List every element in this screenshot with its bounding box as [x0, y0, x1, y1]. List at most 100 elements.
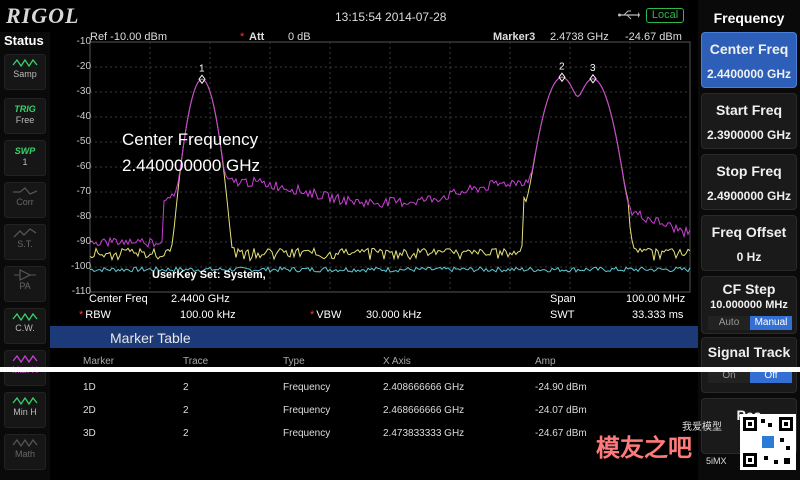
status-swp-button[interactable]: SWP 1 [4, 140, 46, 176]
status-trig-label: Free [15, 115, 35, 125]
toggle-manual[interactable]: Manual [750, 316, 792, 330]
marker-table-columns: Marker Trace Type X Axis Amp [50, 356, 698, 370]
cell-trace: 2 [183, 405, 189, 416]
softkey-label: Signal Track [707, 344, 791, 360]
col-xaxis: X Axis [383, 356, 411, 367]
marker-readout-freq: 2.4738 GHz [550, 31, 609, 43]
cell-xaxis: 2.468666666 GHz [383, 405, 465, 416]
toggle-off[interactable]: Off [750, 369, 792, 383]
scale-label: -90 [76, 236, 91, 247]
status-cw-label: C.W. [15, 323, 35, 333]
scale-label: -40 [76, 111, 91, 122]
status-samp-button[interactable]: Samp [4, 54, 46, 90]
top-bar: RIGOL 13:15:54 2014-07-28 Local [0, 0, 698, 32]
status-samp-label: Samp [13, 69, 37, 79]
col-marker: Marker [83, 356, 115, 367]
marker-table: Marker Table Marker Trace Type X Axis Am… [50, 326, 698, 480]
trace-cyan-line [89, 266, 691, 273]
softkey-label: CF Step [722, 281, 776, 297]
marker-diamond[interactable] [558, 72, 566, 83]
table-row[interactable]: 2D 2 Frequency 2.468666666 GHz -24.07 dB… [50, 405, 698, 423]
softkey-value: 0 Hz [736, 250, 762, 264]
signal-track-softkey[interactable]: Signal Track On Off [701, 337, 797, 393]
softkey-label: Stop Freq [716, 163, 782, 179]
status-pa-button[interactable]: PA [4, 266, 46, 302]
marker-number: 1 [199, 63, 205, 74]
frequency-menu: Frequency Center Freq 2.4400000 GHz Star… [698, 0, 800, 480]
status-panel: Status Samp TRIG Free SWP 1 Corr S.T. PA… [0, 32, 50, 480]
cell-amp: -24.67 dBm [535, 428, 587, 439]
marker-diamond[interactable] [198, 74, 206, 85]
signal-track-toggle[interactable]: On Off [708, 369, 792, 383]
toggle-auto[interactable]: Auto [708, 316, 750, 330]
toggle-on[interactable]: On [708, 369, 750, 383]
scale-label: -80 [76, 211, 91, 222]
status-title: Status [4, 33, 44, 48]
marker-diamond[interactable] [589, 73, 597, 84]
watermark: 模友之吧 我爱模型 5iMX [596, 410, 800, 480]
cf-step-toggle[interactable]: Auto Manual [708, 316, 792, 330]
cell-amp: -24.90 dBm [535, 382, 587, 393]
scale-label: -110 [71, 286, 91, 297]
swt-value: 33.333 ms [632, 309, 684, 321]
scale-label: -10 [76, 36, 91, 47]
status-corr-label: Corr [16, 197, 34, 207]
corr-icon [13, 187, 38, 195]
status-math-button[interactable]: Math [4, 434, 46, 470]
cell-type: Frequency [283, 405, 331, 416]
table-row[interactable]: 3D 2 Frequency 2.473833333 GHz -24.67 dB… [50, 428, 698, 446]
center-freq-value: 2.4400 GHz [171, 293, 230, 305]
scale-label: -100 [70, 261, 91, 272]
scale-label: -60 [76, 161, 91, 172]
marker-readout-label: Marker3 [493, 31, 536, 43]
marker-number: 2 [559, 61, 565, 72]
col-amp: Amp [535, 356, 556, 367]
att-value: 0 dB [288, 31, 311, 43]
white-band [0, 367, 800, 372]
start-freq-softkey[interactable]: Start Freq 2.3900000 GHz [701, 93, 797, 149]
center-freq-softkey[interactable]: Center Freq 2.4400000 GHz [701, 32, 797, 88]
cell-marker: 1D [83, 382, 96, 393]
rbw-label: RBW [85, 309, 111, 321]
softkey-value: 2.3900000 GHz [706, 128, 792, 142]
table-row[interactable]: 1D 2 Frequency 2.408666666 GHz -24.90 dB… [50, 382, 698, 400]
parameter-bar: Center Freq 2.4400 GHz Span 100.00 MHz *… [79, 293, 698, 325]
brand-logo: RIGOL [6, 3, 80, 28]
status-cw-button[interactable]: C.W. [4, 308, 46, 344]
cf-step-softkey[interactable]: CF Step 10.000000 MHz Auto Manual [701, 276, 797, 334]
vbw-star-icon: * [310, 309, 315, 321]
status-trig-top: TRIG [14, 104, 36, 114]
rbw-star-icon: * [79, 309, 84, 321]
vbw-value: 30.000 kHz [366, 309, 422, 321]
freq-offset-softkey[interactable]: Freq Offset 0 Hz [701, 215, 797, 271]
status-swp-label: 1 [22, 157, 28, 167]
amplifier-icon [14, 269, 36, 281]
marker-readout-amp: -24.67 dBm [625, 31, 682, 43]
softkey-label: Start Freq [715, 102, 783, 118]
status-math-label: Math [14, 449, 35, 459]
marker-table-header: Marker Table [50, 326, 698, 348]
menu-title: Frequency [713, 10, 785, 26]
status-st-button[interactable]: S.T. [4, 224, 46, 260]
watermark-small: 我爱模型 [682, 422, 722, 433]
cell-marker: 2D [83, 405, 96, 416]
waveform-icon [12, 58, 38, 68]
math-icon [12, 438, 38, 448]
cell-xaxis: 2.473833333 GHz [383, 428, 465, 439]
max-hold-icon [12, 354, 38, 364]
center-freq-overlay-value: 2.440000000 GHz [122, 156, 260, 175]
stop-freq-softkey[interactable]: Stop Freq 2.4900000 GHz [701, 154, 797, 210]
status-swp-top: SWP [14, 146, 36, 156]
status-corr-button[interactable]: Corr [4, 182, 46, 218]
status-st-label: S.T. [17, 239, 33, 249]
status-minh-button[interactable]: Min H [4, 392, 46, 428]
span-value: 100.00 MHz [626, 293, 686, 305]
status-trig-button[interactable]: TRIG Free [4, 98, 46, 134]
scale-label: -70 [76, 186, 91, 197]
col-type: Type [283, 356, 305, 367]
marker-number: 3 [590, 63, 596, 74]
local-badge: Local [646, 8, 684, 23]
col-trace: Trace [183, 356, 209, 367]
spectrum-plot[interactable]: 1 2 3 Ref -10.00 dBm * Att 0 dB Marker3 2.… [52, 31, 698, 297]
qr-code-icon [740, 414, 796, 470]
